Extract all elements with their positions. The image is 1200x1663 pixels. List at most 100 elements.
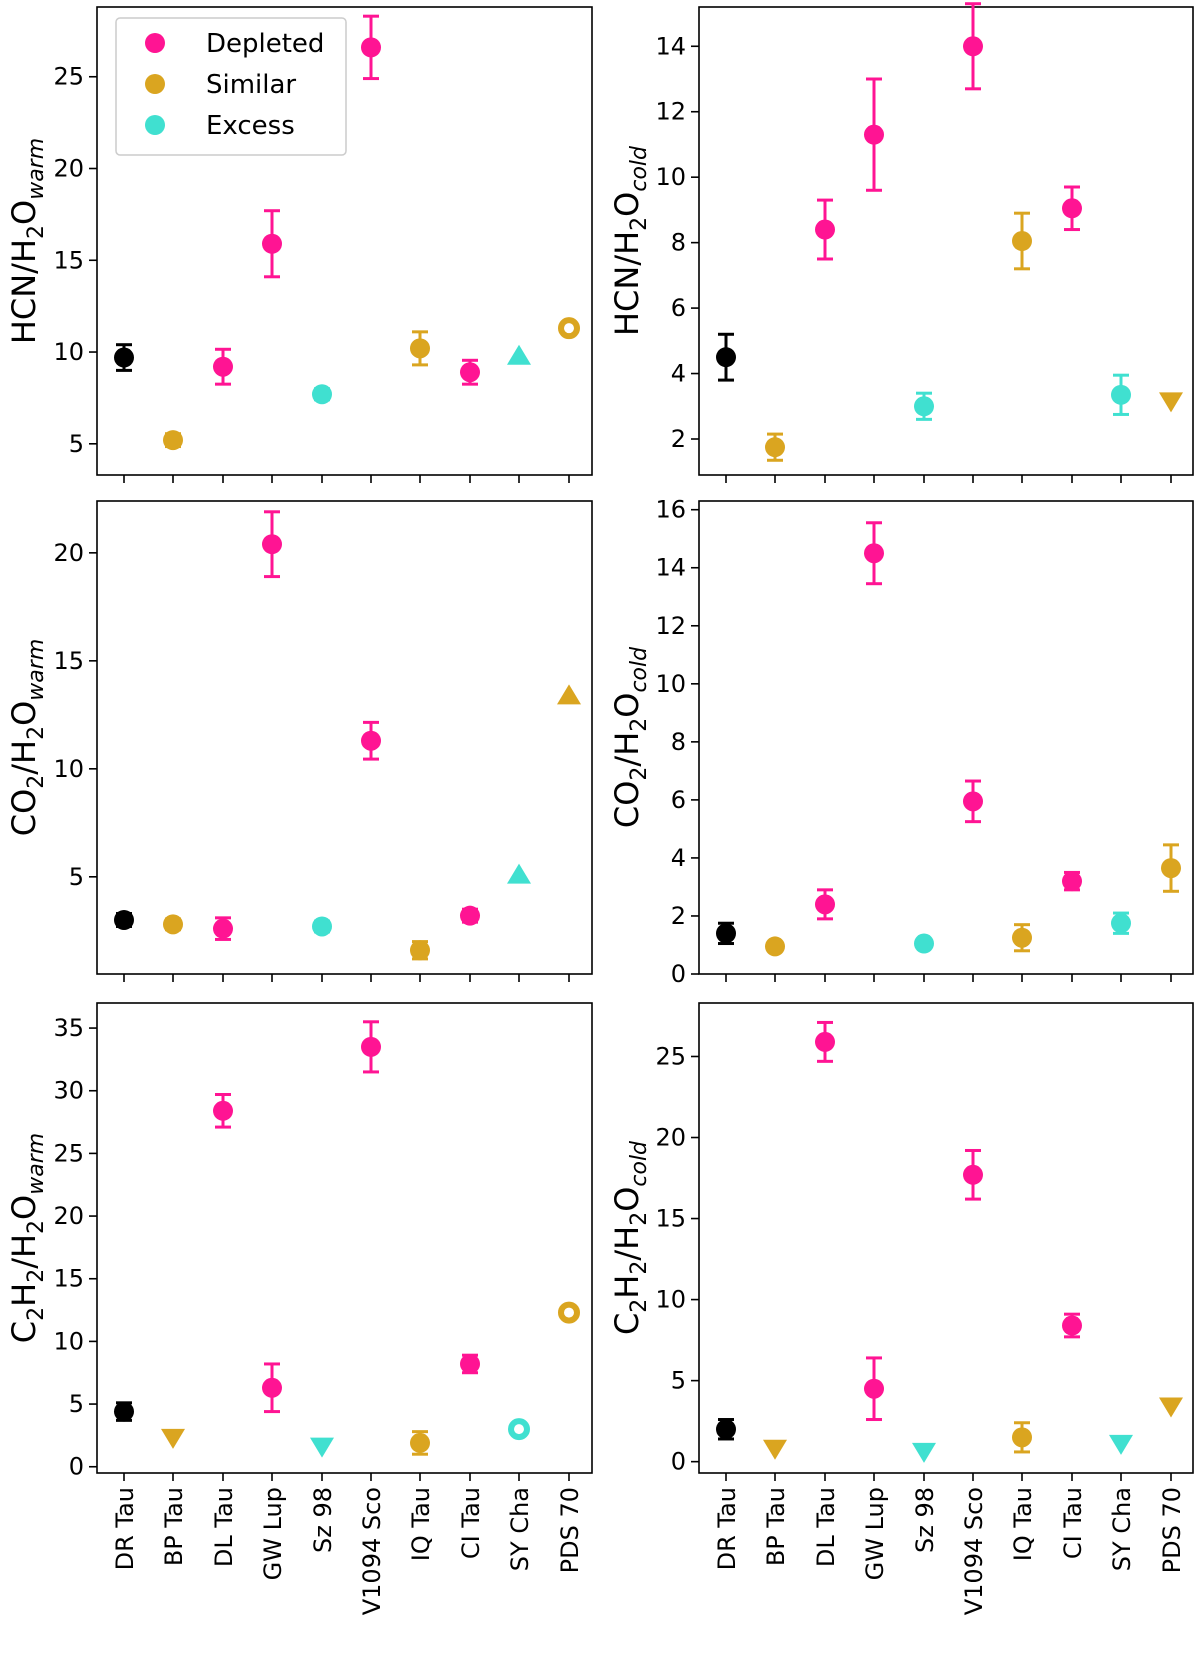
point-dr-tau <box>716 347 736 368</box>
point-ci-tau <box>460 362 480 383</box>
point-gw-lup <box>864 124 884 145</box>
y-tick-label: 10 <box>53 338 84 366</box>
panel-c2h2-cold: 0 5 10 15 20 25 DR Tau BP Tau DL Tau GW Lup Sz 98 V… <box>608 1002 1194 1615</box>
legend-marker-excess <box>145 115 165 135</box>
y-tick-label: 2 <box>671 425 686 453</box>
x-tick-label: SY Cha <box>506 1487 534 1571</box>
point-iq-tau <box>410 1432 430 1453</box>
x-tick-label: V1094 Sco <box>358 1487 386 1615</box>
y-tick-label: 4 <box>671 360 686 388</box>
point-v1094-sco <box>963 1164 983 1185</box>
x-tick-label: DL Tau <box>812 1487 840 1567</box>
point-dr-tau <box>114 347 134 368</box>
y-axis-label-subscript: warm <box>24 639 49 701</box>
y-tick-label: 5 <box>69 863 84 891</box>
point-dr-tau <box>114 1401 134 1422</box>
y-axis-label-subscript: 2 <box>24 1307 49 1321</box>
y-tick-label: 2 <box>671 902 686 930</box>
y-axis-label-part: O <box>608 192 646 217</box>
point-pds-70 <box>557 684 581 705</box>
point-pds-70 <box>1161 858 1181 879</box>
y-tick-label: 8 <box>671 229 686 257</box>
point-sz-98 <box>912 1442 936 1463</box>
x-tick-label: V1094 Sco <box>960 1487 988 1615</box>
y-axis-label-part: O <box>5 701 43 726</box>
y-axis-label-subscript: 2 <box>24 1220 49 1234</box>
y-axis-label-part: CO <box>5 789 43 837</box>
y-axis-label-part: HCN/H <box>5 239 43 344</box>
point-sy-cha <box>508 1418 530 1441</box>
point-iq-tau <box>1012 927 1032 948</box>
point-sy-cha <box>507 863 531 884</box>
point-dl-tau <box>815 894 835 915</box>
y-tick-label: 35 <box>53 1014 84 1042</box>
y-axis-label-part: /H <box>608 732 646 767</box>
y-tick-label: 0 <box>671 1448 686 1476</box>
x-tick-label: GW Lup <box>259 1487 287 1580</box>
y-tick-label: 12 <box>655 612 686 640</box>
point-iq-tau <box>1012 231 1032 251</box>
y-axis-label-part: C <box>608 1313 646 1335</box>
point-dl-tau <box>815 1031 835 1052</box>
point-sy-cha <box>1111 913 1131 934</box>
y-axis-label-part: O <box>608 1187 646 1212</box>
y-axis-label-subscript: 2 <box>627 217 652 231</box>
point-bp-tau <box>765 936 785 957</box>
panel-c2h2-warm: 0 5 10 15 20 25 30 35 DR Tau BP Tau DL Tau GW Lup Sz… <box>5 1002 593 1615</box>
y-axis-label-subscript: cold <box>627 646 652 693</box>
y-axis-label: CO2/H2Ocold <box>608 646 652 828</box>
y-axis-label-part: HCN/H <box>608 231 646 336</box>
point-dl-tau <box>815 219 835 240</box>
y-axis-label-part: /H <box>608 1226 646 1261</box>
plot-frame <box>96 1002 593 1474</box>
y-axis-label-subscript: 2 <box>627 1261 652 1275</box>
point-bp-tau <box>163 430 183 451</box>
point-sz-98 <box>312 384 332 405</box>
point-bp-tau <box>161 1428 185 1449</box>
x-tick-label: CI Tau <box>457 1487 485 1559</box>
y-axis-label-part: H <box>5 1283 43 1307</box>
point-pds-70 <box>558 1301 580 1324</box>
y-axis-label-subscript: cold <box>627 145 652 192</box>
point-sy-cha <box>1109 1434 1133 1455</box>
legend-marker-depleted <box>145 33 165 53</box>
legend-item-depleted: Depleted <box>145 29 324 59</box>
point-bp-tau <box>163 914 183 935</box>
point-dl-tau <box>213 1100 233 1121</box>
x-tick-label: IQ Tau <box>407 1487 435 1561</box>
y-tick-label: 10 <box>655 163 686 191</box>
point-sy-cha <box>507 344 531 365</box>
x-tick-label: SY Cha <box>1108 1487 1136 1571</box>
y-tick-label: 10 <box>53 755 84 783</box>
point-dr-tau <box>114 910 134 931</box>
legend-label: Similar <box>206 70 296 100</box>
point-ci-tau <box>1062 1315 1082 1336</box>
y-axis-label-subscript: cold <box>627 1140 652 1187</box>
y-axis-label-part: C <box>5 1321 43 1343</box>
point-gw-lup <box>864 1378 884 1399</box>
point-sy-cha <box>1111 384 1131 405</box>
y-axis-label-part: H <box>608 1275 646 1299</box>
x-tick-label: DR Tau <box>111 1487 139 1570</box>
legend-label: Depleted <box>206 29 324 59</box>
y-axis-label-subscript: 2 <box>627 718 652 732</box>
y-tick-label: 12 <box>655 98 686 126</box>
plot-frame <box>698 1002 1194 1474</box>
point-gw-lup <box>262 534 282 555</box>
panel-hcn-warm: 5 10 15 20 25 HCN/H2Owarm <box>5 6 593 483</box>
point-sz-98 <box>310 1437 334 1458</box>
y-tick-label: 15 <box>53 1265 84 1293</box>
y-tick-label: 20 <box>53 155 84 183</box>
y-tick-label: 15 <box>53 246 84 274</box>
point-ci-tau <box>460 905 480 926</box>
x-tick-label: Sz 98 <box>911 1487 939 1553</box>
legend: Depleted Similar Excess <box>115 17 347 156</box>
x-tick-label: IQ Tau <box>1009 1487 1037 1561</box>
y-axis-label-subscript: 2 <box>24 775 49 789</box>
y-tick-label: 6 <box>671 294 686 322</box>
y-tick-label: 5 <box>671 1367 686 1395</box>
plot-frame <box>96 500 593 975</box>
